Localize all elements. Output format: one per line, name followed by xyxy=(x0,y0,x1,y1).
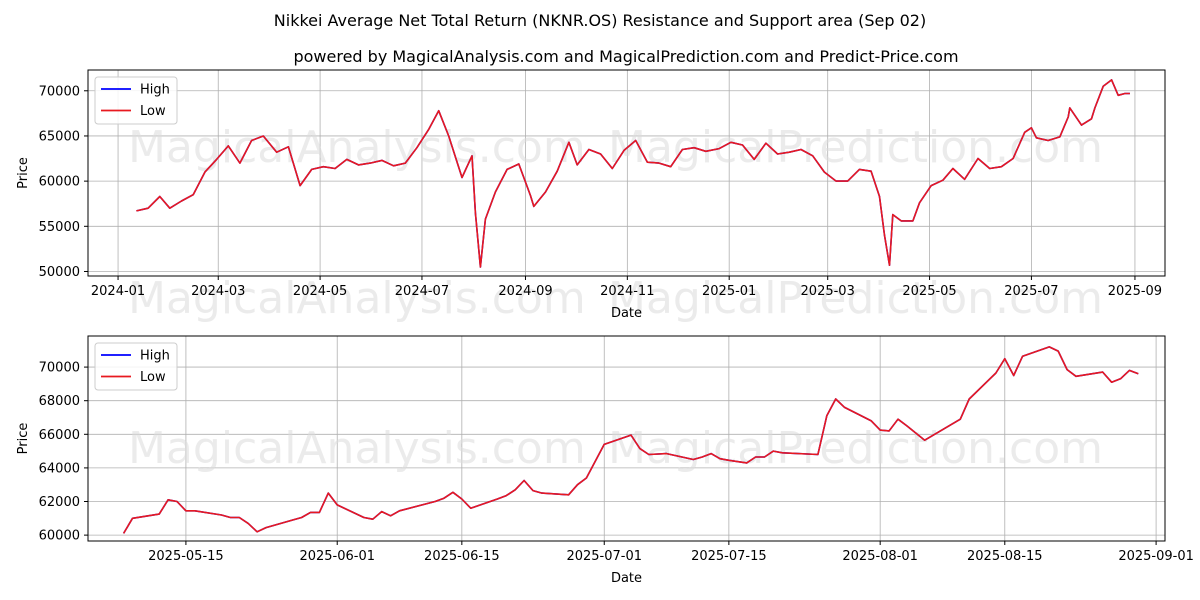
y-tick-label: 55000 xyxy=(39,220,80,235)
y-tick-label: 64000 xyxy=(39,461,80,476)
y-tick-label: 60000 xyxy=(39,175,80,190)
x-tick-label: 2025-09 xyxy=(1108,284,1162,299)
watermark-text: MagicalPrediction.com xyxy=(608,423,1103,474)
y-tick-label: 65000 xyxy=(39,129,80,144)
x-tick-label: 2025-07-01 xyxy=(566,549,642,564)
x-axis-label: Date xyxy=(611,571,642,586)
x-tick-label: 2024-07 xyxy=(395,284,449,299)
x-tick-label: 2025-08-15 xyxy=(967,549,1043,564)
legend: High Low xyxy=(94,76,178,125)
x-tick-label: 2024-09 xyxy=(498,284,552,299)
x-tick-label: 2025-06-15 xyxy=(424,549,500,564)
y-tick-label: 70000 xyxy=(39,84,80,99)
watermark-text: MagicalAnalysis.com xyxy=(128,273,586,324)
y-tick-label: 60000 xyxy=(39,529,80,544)
plot-frame xyxy=(87,335,1166,542)
watermark-text: MagicalAnalysis.com xyxy=(128,423,586,474)
x-tick-label: 2025-09-01 xyxy=(1118,549,1194,564)
x-tick-label: 2025-08-01 xyxy=(842,549,918,564)
x-tick-label: 2024-03 xyxy=(191,284,245,299)
series-line-low xyxy=(136,79,1130,268)
x-tick-label: 2025-07-15 xyxy=(691,549,767,564)
legend-label-high: High xyxy=(140,83,170,98)
x-tick-label: 2025-05 xyxy=(902,284,956,299)
y-tick-label: 70000 xyxy=(39,361,80,376)
y-tick-label: 68000 xyxy=(39,394,80,409)
legend-label-high: High xyxy=(140,349,170,364)
x-tick-label: 2025-07 xyxy=(1004,284,1058,299)
y-tick-label: 66000 xyxy=(39,428,80,443)
bottom-chart: MagicalAnalysis.com MagicalPrediction.com… xyxy=(16,335,1194,586)
y-axis-label: Price xyxy=(16,423,31,455)
plot-frame xyxy=(87,69,1166,277)
chart-subtitle: powered by MagicalAnalysis.com and Magic… xyxy=(293,47,958,66)
x-tick-label: 2025-01 xyxy=(702,284,756,299)
top-chart: MagicalAnalysis.com MagicalPrediction.com… xyxy=(16,69,1166,324)
legend-label-low: Low xyxy=(140,104,166,119)
x-tick-label: 2025-06-01 xyxy=(299,549,375,564)
y-tick-label: 62000 xyxy=(39,495,80,510)
x-tick-label: 2024-11 xyxy=(600,284,654,299)
x-tick-label: 2025-03 xyxy=(801,284,855,299)
watermark-text: MagicalPrediction.com xyxy=(608,273,1103,324)
x-tick-label: 2025-05-15 xyxy=(148,549,224,564)
x-tick-label: 2024-01 xyxy=(91,284,145,299)
series-line-low xyxy=(122,346,1139,534)
chart-title: Nikkei Average Net Total Return (NKNR.OS… xyxy=(274,11,926,30)
y-tick-label: 50000 xyxy=(39,265,80,280)
legend-label-low: Low xyxy=(140,370,166,385)
y-axis-label: Price xyxy=(16,157,31,189)
x-tick-label: 2024-05 xyxy=(293,284,347,299)
series-line-high xyxy=(136,79,1130,268)
legend: High Low xyxy=(94,342,178,391)
x-axis-label: Date xyxy=(611,306,642,321)
